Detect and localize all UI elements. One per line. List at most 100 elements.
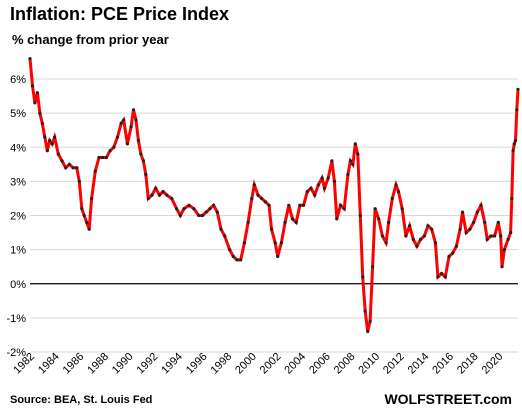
data-point: [67, 162, 71, 166]
x-tick-label: 2016: [430, 351, 456, 377]
data-point: [290, 217, 295, 221]
data-point: [496, 220, 500, 224]
data-point: [246, 220, 250, 224]
x-tick-label: 1998: [208, 351, 234, 377]
data-point: [219, 227, 223, 231]
data-point: [146, 196, 150, 201]
data-point: [513, 138, 518, 143]
data-point: [215, 210, 219, 214]
data-point: [475, 210, 479, 214]
data-point: [305, 190, 309, 194]
x-tick-label: 1996: [184, 351, 210, 377]
data-point: [144, 173, 148, 177]
x-tick-label: 2006: [307, 351, 333, 377]
data-point: [516, 87, 520, 91]
data-point: [40, 121, 44, 125]
data-point: [363, 309, 367, 313]
x-tick-label: 2018: [455, 351, 481, 377]
data-point: [371, 265, 375, 269]
x-tick-label: 1990: [110, 351, 136, 377]
data-point: [426, 224, 430, 228]
data-point: [223, 234, 227, 238]
data-point: [64, 166, 68, 170]
data-point: [346, 173, 350, 177]
data-point: [500, 265, 504, 269]
source-note: Source: BEA, St. Louis Fed: [10, 394, 152, 406]
y-tick-label: 5%: [10, 108, 26, 120]
data-point: [302, 203, 306, 207]
data-point: [139, 152, 143, 156]
data-point: [356, 152, 360, 156]
data-point: [45, 149, 49, 153]
y-tick-label: 1%: [10, 245, 26, 257]
data-point: [368, 319, 372, 323]
data-point: [411, 237, 415, 241]
x-tick-label: 1992: [135, 351, 161, 377]
data-point: [472, 220, 476, 224]
x-tick-label: 1986: [61, 351, 87, 377]
data-point: [182, 207, 186, 211]
data-point: [511, 149, 515, 153]
data-point: [380, 234, 384, 238]
data-point: [348, 159, 352, 163]
chart-title: Inflation: PCE Price Index: [10, 4, 229, 24]
data-point: [384, 241, 388, 245]
series-line: [28, 58, 520, 332]
data-point: [283, 220, 287, 224]
grid-lines: [30, 78, 518, 353]
data-point: [287, 203, 291, 207]
x-tick-label: 2010: [356, 351, 382, 377]
x-tick-label: 2000: [233, 351, 259, 377]
x-tick-label: 2012: [381, 351, 407, 377]
data-point: [373, 207, 377, 211]
data-point: [242, 241, 246, 245]
data-point: [358, 213, 362, 218]
data-point: [208, 207, 212, 211]
data-point: [506, 237, 510, 241]
x-tick-label: 1988: [85, 351, 111, 377]
chart-subtitle: % change from prior year: [12, 32, 169, 47]
data-point: [56, 152, 60, 156]
data-point: [493, 234, 497, 238]
data-point: [502, 248, 506, 252]
data-point: [125, 142, 129, 146]
y-tick-label: 6%: [10, 74, 26, 86]
data-point: [82, 213, 86, 218]
y-tick-label: 4%: [10, 142, 26, 154]
data-point: [451, 251, 455, 255]
data-point: [87, 227, 91, 231]
data-point: [71, 166, 75, 170]
data-point: [387, 220, 391, 224]
data-point: [43, 135, 47, 139]
data-point: [187, 203, 191, 207]
data-point: [50, 142, 54, 146]
data-point: [131, 108, 136, 112]
data-point: [415, 244, 419, 248]
x-tick-label: 2014: [406, 351, 432, 377]
data-point: [320, 176, 324, 180]
x-tick-label: 2020: [480, 351, 506, 377]
data-point: [101, 155, 105, 160]
data-point: [404, 234, 408, 238]
data-point: [33, 101, 37, 105]
y-tick-label: 3%: [10, 176, 26, 188]
data-point: [460, 210, 465, 214]
data-point: [468, 227, 472, 231]
data-point: [112, 145, 116, 149]
data-point: [377, 217, 381, 221]
data-point: [433, 241, 437, 245]
data-point: [256, 193, 260, 197]
data-point: [77, 179, 81, 183]
data-point: [165, 193, 169, 197]
data-point: [134, 118, 138, 122]
data-point: [267, 203, 271, 207]
data-point: [366, 329, 370, 334]
data-point: [161, 190, 165, 194]
brand-label: WOLFSTREET.com: [384, 391, 512, 407]
data-point: [361, 275, 365, 279]
data-point: [80, 207, 84, 211]
x-tick-label: 2002: [258, 351, 284, 377]
data-point: [454, 244, 458, 248]
data-point: [353, 142, 357, 146]
